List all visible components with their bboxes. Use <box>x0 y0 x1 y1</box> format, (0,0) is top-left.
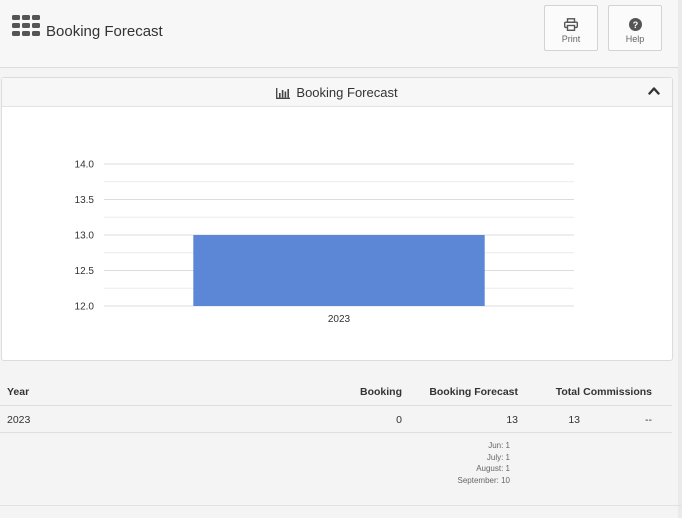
help-button[interactable]: ? Help <box>608 5 662 51</box>
chevron-up-icon[interactable] <box>648 86 660 95</box>
printer-icon <box>564 18 578 31</box>
x-tick-label: 2023 <box>328 314 351 325</box>
help-label: Help <box>625 34 645 44</box>
bar <box>193 235 485 306</box>
print-label: Print <box>561 34 581 44</box>
forecast-breakdown: Jun: 1 July: 1 August: 1 September: 10 <box>458 440 510 486</box>
chart-panel: Booking Forecast 12.0 12.5 13.0 13.5 14.0 202… <box>1 77 673 361</box>
breakdown-item: July: 1 <box>486 452 510 462</box>
col-header-total: Total <box>555 386 580 398</box>
app-grid-icon[interactable] <box>12 15 40 36</box>
page-title: Booking Forecast <box>46 23 163 40</box>
cell-year: 2023 <box>7 414 31 426</box>
breakdown-item: August: 1 <box>476 464 510 473</box>
y-tick-label: 12.0 <box>75 302 95 313</box>
cell-booking: 0 <box>396 414 402 426</box>
panel-header: Booking Forecast <box>2 78 672 107</box>
row-divider <box>0 432 672 433</box>
breakdown-item: Jun: 1 <box>488 441 510 450</box>
bar-chart-icon <box>276 88 291 99</box>
forecast-chart: 12.0 12.5 13.0 13.5 14.0 2023 <box>75 160 574 325</box>
col-header-booking: Booking <box>360 386 402 398</box>
y-tick-label: 12.5 <box>75 266 95 277</box>
col-header-commissions: Commissions <box>583 386 652 398</box>
panel-title: Booking Forecast <box>2 85 672 100</box>
svg-text:?: ? <box>632 20 638 30</box>
question-circle-icon: ? <box>628 18 642 31</box>
y-tick-label: 14.0 <box>75 160 95 171</box>
y-tick-label: 13.5 <box>75 195 95 206</box>
col-header-forecast: Booking Forecast <box>429 386 518 398</box>
footer-divider <box>0 505 682 506</box>
cell-commissions: -- <box>645 414 652 426</box>
col-header-year: Year <box>7 386 30 398</box>
cell-forecast: 13 <box>506 414 518 426</box>
y-tick-label: 13.0 <box>75 231 95 242</box>
header-divider <box>0 405 672 406</box>
breakdown-item: September: 10 <box>457 475 510 485</box>
panel-title-text: Booking Forecast <box>296 85 398 100</box>
scroll-edge <box>678 0 682 518</box>
top-toolbar: Booking Forecast Print ? Help <box>0 0 682 68</box>
print-button[interactable]: Print <box>544 5 598 51</box>
cell-total: 13 <box>568 414 580 426</box>
